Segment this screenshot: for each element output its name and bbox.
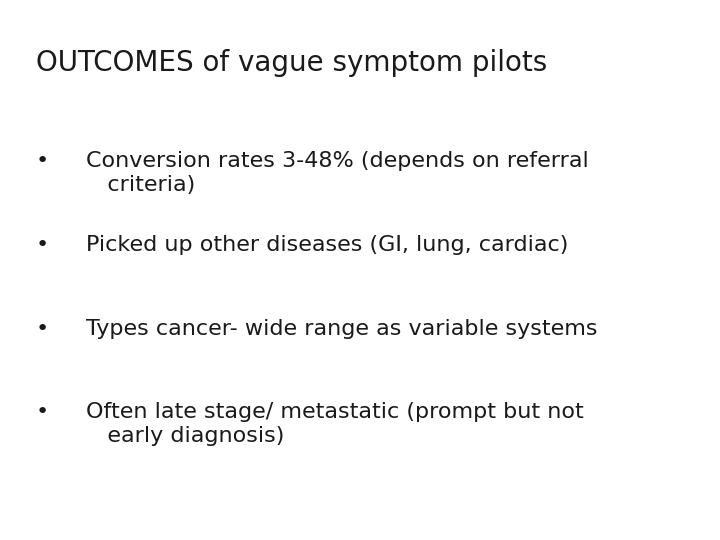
Text: •: • bbox=[36, 402, 49, 422]
Text: •: • bbox=[36, 319, 49, 339]
Text: OUTCOMES of vague symptom pilots: OUTCOMES of vague symptom pilots bbox=[36, 49, 547, 77]
Text: •: • bbox=[36, 235, 49, 255]
Text: Types cancer- wide range as variable systems: Types cancer- wide range as variable sys… bbox=[86, 319, 598, 339]
Text: Often late stage/ metastatic (prompt but not
   early diagnosis): Often late stage/ metastatic (prompt but… bbox=[86, 402, 584, 446]
Text: Conversion rates 3-48% (depends on referral
   criteria): Conversion rates 3-48% (depends on refer… bbox=[86, 151, 589, 195]
Text: •: • bbox=[36, 151, 49, 171]
Text: Picked up other diseases (GI, lung, cardiac): Picked up other diseases (GI, lung, card… bbox=[86, 235, 569, 255]
